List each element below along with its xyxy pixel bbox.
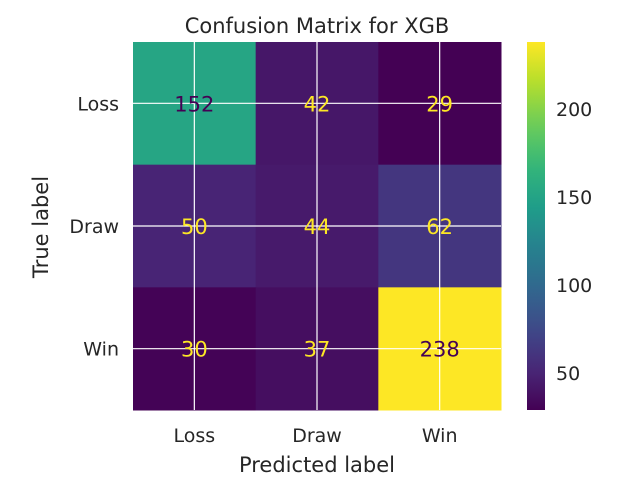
y-tick-loss: Loss bbox=[77, 93, 119, 115]
colorbar-tick-100: 100 bbox=[556, 275, 592, 297]
colorbar-tick-150: 150 bbox=[556, 187, 592, 209]
x-tick-loss: Loss bbox=[173, 425, 215, 447]
grid-lines bbox=[133, 42, 501, 410]
cell-value-2-2: 238 bbox=[420, 338, 460, 362]
cell-value-1-2: 62 bbox=[426, 215, 453, 239]
cell-value-2-1: 37 bbox=[304, 338, 331, 362]
y-axis-label: True label bbox=[29, 176, 53, 279]
y-tick-win: Win bbox=[83, 339, 119, 361]
chart-title: Confusion Matrix for XGB bbox=[185, 14, 450, 38]
cell-value-2-0: 30 bbox=[181, 338, 208, 362]
y-tick-draw: Draw bbox=[69, 216, 119, 238]
colorbar-tick-200: 200 bbox=[556, 99, 592, 121]
cell-value-0-2: 29 bbox=[426, 92, 453, 116]
cell-value-0-1: 42 bbox=[304, 92, 331, 116]
colorbar-tick-labels: 50 100 150 200 bbox=[556, 99, 592, 385]
x-axis-label: Predicted label bbox=[239, 453, 395, 477]
cell-value-labels: 152 42 29 50 44 62 30 37 238 bbox=[174, 92, 459, 361]
colorbar-tick-50: 50 bbox=[556, 363, 580, 385]
cell-value-0-0: 152 bbox=[174, 92, 214, 116]
y-tick-labels: Loss Draw Win bbox=[69, 93, 119, 360]
x-tick-labels: Loss Draw Win bbox=[173, 425, 457, 447]
x-tick-draw: Draw bbox=[292, 425, 342, 447]
cell-value-1-0: 50 bbox=[181, 215, 208, 239]
x-tick-win: Win bbox=[422, 425, 458, 447]
colorbar bbox=[527, 42, 545, 410]
colorbar-gradient bbox=[527, 42, 545, 410]
cell-value-1-1: 44 bbox=[304, 215, 331, 239]
